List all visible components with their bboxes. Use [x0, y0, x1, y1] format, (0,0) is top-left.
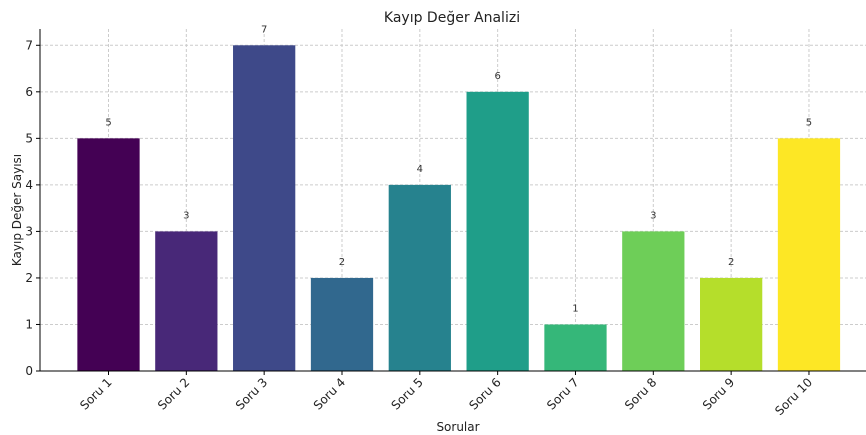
y-tick-label: 4: [25, 178, 33, 192]
x-tick-label: Soru 7: [544, 375, 581, 412]
data-label: 3: [650, 210, 656, 221]
x-tick-label: Soru 1: [77, 375, 114, 412]
bar: [700, 277, 763, 371]
x-tick-label: Soru 5: [388, 375, 425, 412]
x-tick-label: Soru 10: [772, 375, 815, 418]
data-label: 1: [572, 303, 578, 314]
y-tick-label: 3: [25, 224, 33, 238]
x-tick-label: Soru 4: [311, 375, 348, 412]
y-tick-label: 0: [25, 364, 33, 378]
data-label: 3: [183, 210, 189, 221]
bar: [544, 324, 607, 371]
bar: [622, 231, 685, 371]
x-tick-label: Soru 2: [155, 375, 192, 412]
data-labels: 5 3 7 2 4 6 1 3 2 5: [105, 24, 812, 314]
x-tick-label: Soru 8: [622, 375, 659, 412]
y-tick-label: 2: [25, 271, 33, 285]
bars: [77, 45, 841, 372]
data-label: 5: [105, 117, 111, 128]
bar: [388, 184, 451, 371]
x-axis-label: Sorular: [436, 420, 479, 434]
bar: [466, 91, 529, 371]
bar: [777, 138, 841, 371]
data-label: 4: [417, 164, 423, 175]
y-tick-label: 6: [25, 85, 33, 99]
data-label: 2: [339, 257, 345, 268]
y-tick-label: 7: [25, 38, 33, 52]
bar: [310, 277, 374, 371]
data-label: 6: [494, 71, 500, 82]
x-tick-label: Soru 3: [233, 375, 270, 412]
data-label: 2: [728, 257, 734, 268]
data-label: 5: [806, 117, 812, 128]
bar: [155, 231, 218, 371]
y-tick-label: 1: [25, 317, 33, 331]
x-tick-label: Soru 6: [466, 375, 503, 412]
y-axis-label: Kayıp Değer Sayısı: [10, 154, 24, 266]
x-tick-label: Soru 9: [700, 375, 737, 412]
y-tick-label: 5: [25, 131, 33, 145]
chart-title: Kayıp Değer Analizi: [384, 10, 520, 26]
data-label: 7: [261, 24, 267, 35]
bar: [233, 45, 296, 372]
bar: [77, 138, 140, 371]
